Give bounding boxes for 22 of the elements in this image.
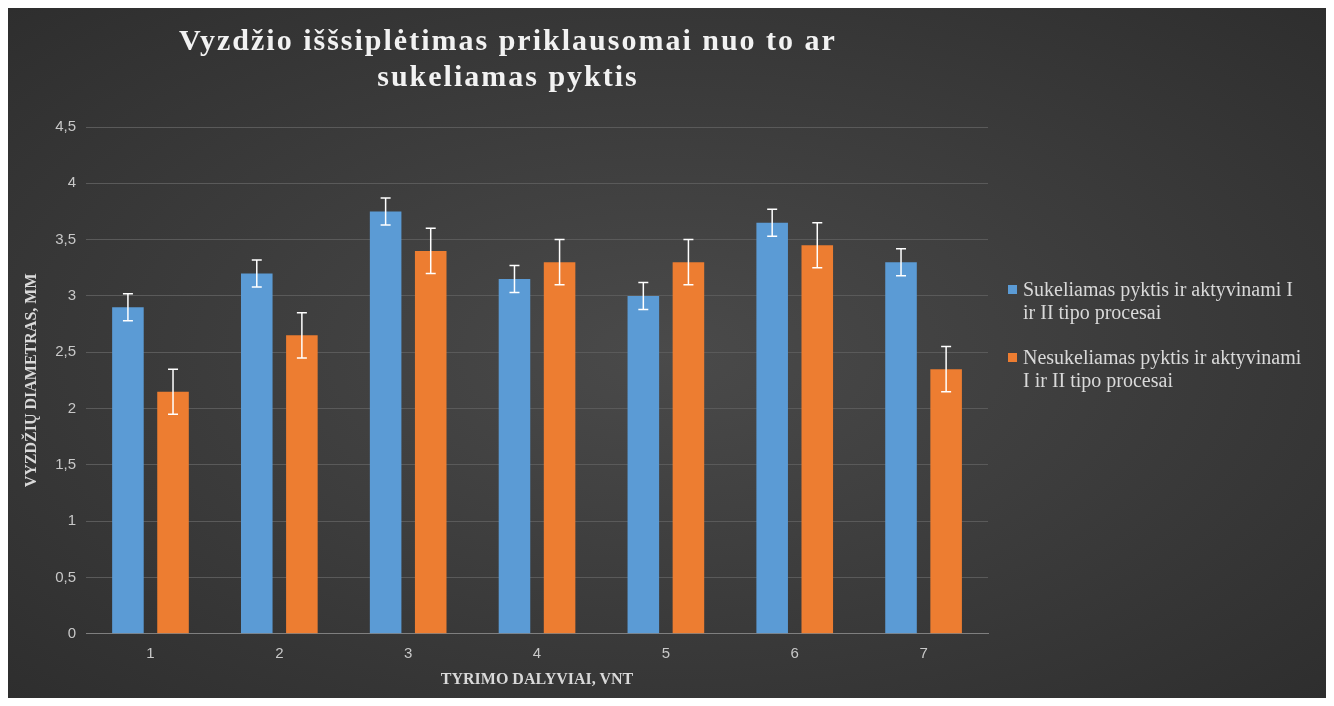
- x-tick-label: 6: [790, 643, 799, 661]
- y-tick-label: 3: [67, 286, 77, 304]
- y-tick-label: 3,5: [55, 229, 77, 247]
- y-tick-label: 0,5: [55, 567, 77, 585]
- y-tick-label: 2,5: [55, 342, 77, 360]
- y-tick-label: 1,5: [55, 455, 77, 473]
- y-tick-label: 2: [67, 398, 77, 416]
- chart-title: Vyzdžio iššsiplėtimas priklausomai nuo to ar sukeliamas pyktis: [178, 22, 838, 94]
- y-tick-label: 4,5: [55, 117, 77, 135]
- x-tick-label: 3: [404, 643, 413, 661]
- legend-label: Sukeliamas pyktis ir aktyvinami I ir II tipo procesai: [1023, 278, 1294, 324]
- y-tick-label: 4: [67, 173, 77, 191]
- x-tick-label: 5: [661, 643, 671, 661]
- x-tick-label: 2: [275, 643, 284, 661]
- x-tick-label: 4: [532, 643, 542, 661]
- x-tick-label: 7: [919, 643, 928, 661]
- legend-label: Nesukeliamas pyktis ir aktyvinami I ir II tipo procesai: [1023, 346, 1303, 392]
- x-tick-label: 1: [146, 643, 155, 661]
- y-tick-label: 0: [67, 623, 77, 641]
- y-tick-label: 1: [67, 511, 77, 529]
- x-axis-title: TYRIMO DALYVIAI, VNT: [440, 669, 634, 687]
- y-axis-title: VYZDŽIŲ DIAMETRAS, MM: [20, 273, 40, 488]
